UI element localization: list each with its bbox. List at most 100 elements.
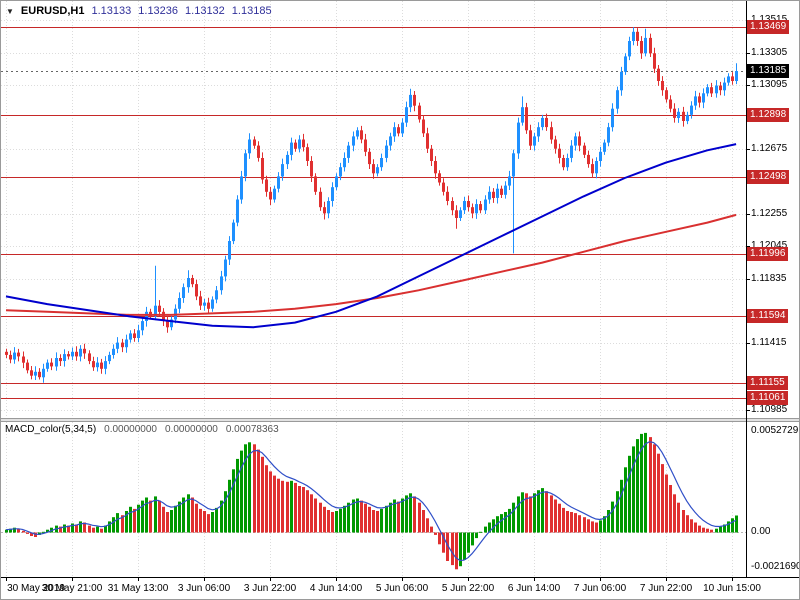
candle-body (63, 354, 66, 361)
macd-histogram-bar (533, 493, 536, 533)
macd-chart-canvas[interactable] (1, 422, 746, 577)
candle-body (83, 348, 86, 354)
macd-histogram-bar (521, 492, 524, 533)
candle-body (661, 81, 664, 91)
pane-splitter[interactable] (1, 418, 799, 422)
candle-body (335, 176, 338, 188)
candle-body (723, 82, 726, 91)
price-level-badge: 1.12898 (747, 108, 790, 122)
candle-body (244, 153, 247, 177)
candle-body (162, 311, 165, 321)
candle-body (38, 371, 41, 378)
candle-body (137, 330, 140, 338)
candle-body (393, 127, 396, 137)
macd-histogram-bar (71, 523, 74, 533)
price-chart-canvas[interactable] (1, 1, 746, 418)
macd-histogram-bar (174, 505, 177, 533)
macd-histogram-bar (112, 517, 115, 533)
macd-histogram-bar (446, 532, 449, 561)
ohlc-low-value: 1.13132 (185, 5, 225, 17)
macd-tick-label: 0.00 (751, 526, 771, 537)
main-chart-pane: ▼ EURUSD,H1 1.13133 1.13236 1.13132 1.13… (1, 1, 746, 418)
macd-histogram-bar (393, 499, 396, 533)
macd-histogram-bar (492, 519, 495, 533)
candle-body (574, 136, 577, 146)
candle-body (253, 139, 256, 146)
candle-body (121, 342, 124, 348)
macd-histogram-bar (537, 490, 540, 533)
candle-body (314, 176, 317, 192)
macd-histogram-bar (240, 450, 243, 533)
macd-histogram-bar (323, 506, 326, 533)
macd-histogram-bar (616, 491, 619, 533)
candle-body (30, 370, 33, 376)
macd-histogram-bar (455, 532, 458, 570)
candle-body (166, 321, 169, 328)
macd-histogram-bar (162, 506, 165, 533)
macd-histogram-bar (182, 497, 185, 533)
price-tick-label: 1.13095 (751, 79, 788, 90)
candle-body (5, 351, 8, 355)
macd-histogram-bar (22, 530, 25, 533)
macd-histogram-bar (294, 482, 297, 533)
candle-body (385, 145, 388, 158)
candle-body (55, 358, 58, 367)
candle-body (145, 311, 148, 321)
candle-body (698, 96, 701, 103)
candle-body (389, 136, 392, 146)
price-tick-mark (747, 279, 750, 280)
macd-histogram-bar (273, 475, 276, 533)
macd-histogram-bar (178, 501, 181, 533)
candle-body (595, 161, 598, 174)
macd-histogram-bar (636, 439, 639, 533)
price-axis[interactable]: 1.13515 1.13305 1.13095 1.12675 1.12255 1.120… (747, 1, 799, 577)
candle-body (9, 354, 12, 360)
macd-indicator-pane: MACD_color(5,34,5) 0.00000000 0.00000000… (1, 422, 746, 577)
macd-histogram-bar (104, 525, 107, 533)
macd-histogram-bar (63, 524, 66, 533)
macd-histogram-bar (211, 512, 214, 533)
time-axis-label: 3 Jun 06:00 (177, 583, 231, 594)
candle-body (319, 191, 322, 208)
time-axis[interactable]: 30 May 2019 30 May 21:00 31 May 13:00 3 Jun… (1, 578, 799, 599)
price-tick-label: 1.12045 (751, 240, 788, 251)
macd-histogram-bar (154, 496, 157, 533)
candle-body (71, 351, 74, 357)
candle-body (603, 142, 606, 152)
candle-body (434, 161, 437, 174)
macd-histogram-bar (719, 526, 722, 533)
candle-body (182, 287, 185, 298)
price-tick-mark (747, 410, 750, 411)
macd-histogram-bar (665, 474, 668, 533)
candle-body (624, 56, 627, 72)
candle-body (657, 68, 660, 81)
macd-histogram-bar (611, 501, 614, 533)
candle-body (104, 361, 107, 369)
candle-body (331, 187, 334, 201)
time-tick-mark (666, 578, 667, 581)
macd-histogram-bar (257, 449, 260, 533)
macd-histogram-bar (281, 480, 284, 533)
candle-body (591, 164, 594, 174)
macd-histogram-bar (574, 513, 577, 533)
macd-histogram-bar (434, 532, 437, 535)
candle-body (203, 302, 206, 306)
macd-histogram-bar (319, 502, 322, 533)
candle-body (727, 76, 730, 83)
price-level-badge: 1.11996 (747, 247, 789, 261)
macd-histogram-bar (484, 526, 487, 533)
macd-histogram-bar (13, 527, 16, 533)
macd-histogram-bar (302, 487, 305, 533)
macd-histogram-bar (129, 506, 132, 533)
time-axis-label: 7 Jun 22:00 (639, 583, 693, 594)
candle-body (442, 182, 445, 192)
candle-body (426, 133, 429, 149)
price-tick-label: 1.10985 (751, 404, 788, 415)
macd-histogram-bar (459, 532, 462, 567)
candle-body (463, 201, 466, 211)
macd-histogram-bar (228, 479, 231, 533)
chart-dropdown-icon[interactable]: ▼ (6, 6, 14, 16)
candle-body (488, 191, 491, 200)
candle-body (281, 164, 284, 177)
candle-body (558, 148, 561, 158)
